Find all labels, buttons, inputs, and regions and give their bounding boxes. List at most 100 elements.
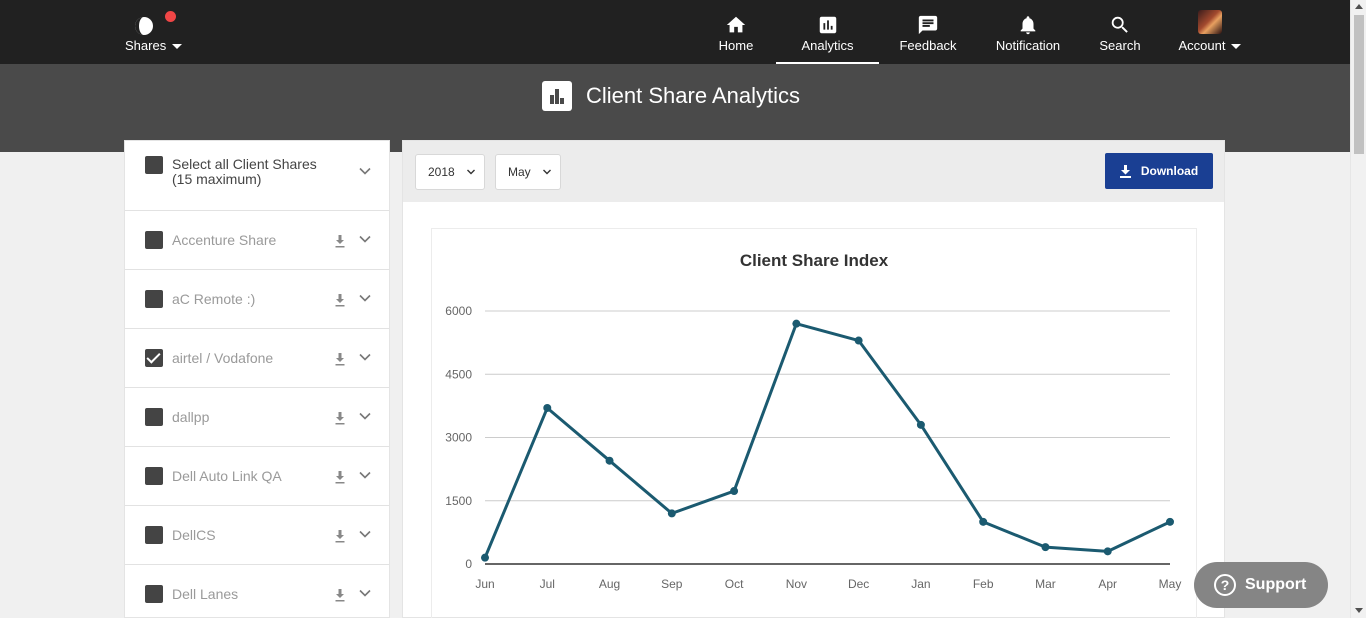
top-navbar: Shares Home Analytics Feedback Notificat… (0, 0, 1350, 64)
share-row[interactable]: Dell Auto Link QA (125, 447, 389, 506)
nav-home-label: Home (718, 38, 754, 53)
chevron-down-icon[interactable] (359, 528, 371, 540)
x-tick-label: Jan (911, 577, 930, 591)
analytics-title-icon (542, 81, 572, 111)
home-icon (726, 16, 746, 33)
share-name: DellCS (172, 527, 216, 543)
analytics-panel: 2018 May Download Client Share Index 0 15… (402, 140, 1225, 618)
share-checkbox[interactable] (145, 349, 163, 367)
chevron-down-icon[interactable] (359, 233, 371, 245)
download-icon[interactable] (334, 234, 346, 248)
y-tick-label: 6000 (445, 304, 472, 318)
caret-down-icon (1231, 44, 1242, 50)
chevron-down-icon[interactable] (359, 469, 371, 481)
y-tick-label: 0 (465, 557, 472, 571)
data-point (667, 509, 676, 518)
x-tick-label: Sep (661, 577, 683, 591)
x-tick-label: Nov (786, 577, 807, 591)
share-name: aC Remote :) (172, 291, 256, 307)
data-point (1041, 543, 1050, 552)
share-name: airtel / Vodafone (172, 350, 274, 366)
share-name: Dell Auto Link QA (172, 468, 282, 484)
download-icon[interactable] (334, 411, 346, 425)
download-icon[interactable] (334, 470, 346, 484)
chevron-down-icon[interactable] (359, 292, 371, 304)
share-checkbox[interactable] (145, 526, 163, 544)
share-row[interactable]: DellCS (125, 506, 389, 565)
share-row[interactable]: aC Remote :) (125, 270, 389, 329)
download-icon[interactable] (334, 352, 346, 366)
nav-feedback[interactable]: Feedback (893, 0, 963, 64)
x-tick-label: Feb (973, 577, 994, 591)
chevron-down-icon[interactable] (359, 410, 371, 422)
select-all-label: Select all Client Shares (172, 156, 317, 172)
x-tick-label: May (1159, 577, 1182, 591)
data-point (1103, 547, 1112, 556)
nav-account-label: Account (1178, 38, 1226, 53)
scroll-up-icon[interactable] (1355, 4, 1363, 9)
chevron-down-icon[interactable] (359, 165, 371, 177)
share-checkbox[interactable] (145, 408, 163, 426)
x-tick-label: Apr (1098, 577, 1117, 591)
page-title: Client Share Analytics (542, 80, 800, 112)
download-icon[interactable] (334, 588, 346, 602)
notification-dot (165, 11, 176, 22)
share-checkbox[interactable] (145, 290, 163, 308)
data-point (979, 517, 988, 526)
chevron-down-icon[interactable] (359, 587, 371, 599)
share-row[interactable]: dallpp (125, 388, 389, 447)
x-tick-label: Aug (599, 577, 620, 591)
select-all-checkbox[interactable] (145, 156, 163, 174)
nav-notification[interactable]: Notification (988, 0, 1068, 64)
nav-notification-label: Notification (995, 38, 1061, 53)
y-tick-label: 3000 (445, 431, 472, 445)
share-name: Accenture Share (172, 232, 277, 248)
scroll-down-icon[interactable] (1355, 608, 1363, 613)
bell-icon (1020, 16, 1036, 35)
help-icon: ? (1214, 574, 1236, 596)
avatar (1198, 10, 1222, 34)
nav-search[interactable]: Search (1092, 0, 1148, 64)
x-tick-label: Oct (725, 577, 744, 591)
x-tick-label: Mar (1035, 577, 1056, 591)
share-checkbox[interactable] (145, 231, 163, 249)
year-select[interactable]: 2018 (415, 154, 485, 190)
chevron-down-icon (543, 169, 551, 175)
download-icon[interactable] (334, 529, 346, 543)
chevron-down-icon[interactable] (359, 351, 371, 363)
data-point (854, 336, 863, 345)
share-checkbox[interactable] (145, 585, 163, 603)
share-row[interactable]: Accenture Share (125, 211, 389, 270)
y-tick-label: 4500 (445, 367, 472, 381)
month-select[interactable]: May (495, 154, 561, 190)
share-row[interactable]: airtel / Vodafone (125, 329, 389, 388)
shares-menu[interactable]: Shares (122, 8, 186, 58)
select-all-row[interactable]: Select all Client Shares (15 maximum) (125, 141, 389, 211)
chevron-down-icon (467, 169, 475, 175)
download-icon[interactable] (334, 293, 346, 307)
shares-label: Shares (125, 38, 167, 53)
nav-feedback-label: Feedback (899, 38, 957, 53)
shares-logo-icon (135, 17, 153, 35)
scroll-thumb[interactable] (1354, 15, 1364, 154)
share-checkbox[interactable] (145, 467, 163, 485)
data-point (792, 319, 801, 328)
support-button[interactable]: ? Support (1194, 562, 1328, 608)
page-title-text: Client Share Analytics (586, 83, 800, 108)
x-tick-label: Jul (540, 577, 555, 591)
nav-analytics[interactable]: Analytics (776, 0, 879, 64)
nav-account[interactable]: Account (1172, 0, 1248, 64)
y-tick-label: 1500 (445, 494, 472, 508)
download-label: Download (1140, 164, 1199, 178)
download-button[interactable]: Download (1105, 153, 1213, 189)
chart-title: Client Share Index (739, 251, 889, 270)
chart-card: Client Share Index 0 1500 3000 4500 6000 Jun J… (431, 228, 1197, 618)
share-row[interactable]: Dell Lanes (125, 565, 389, 617)
data-point (730, 487, 739, 496)
month-select-value: May (508, 165, 531, 179)
page-scrollbar[interactable] (1350, 0, 1366, 618)
share-name: Dell Lanes (172, 586, 239, 602)
feedback-icon (918, 15, 938, 35)
nav-home[interactable]: Home (706, 0, 766, 64)
filter-toolbar: 2018 May Download (403, 141, 1224, 202)
